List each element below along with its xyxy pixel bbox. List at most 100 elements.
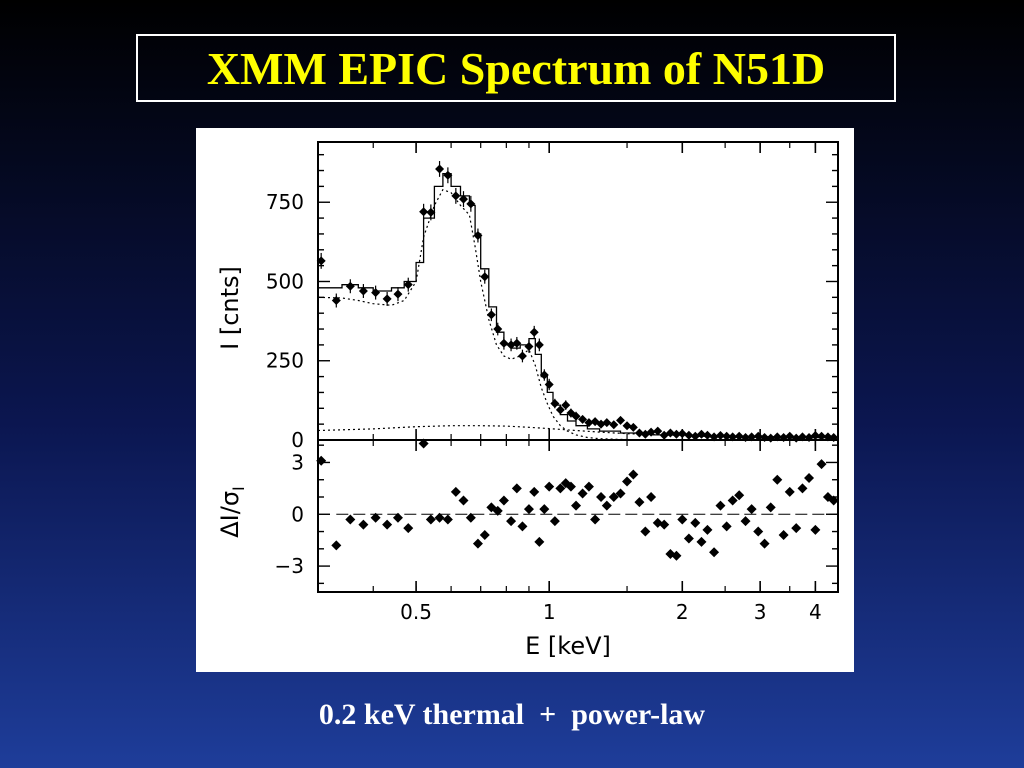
residual-point <box>759 538 770 549</box>
residual-point <box>615 488 626 499</box>
residual-point <box>571 500 582 511</box>
data-point <box>451 191 461 201</box>
data-point <box>473 231 483 241</box>
residual-point <box>608 492 619 502</box>
data-point <box>403 280 413 290</box>
bottom-y-tick-label: 3 <box>291 450 304 474</box>
data-point <box>517 351 527 361</box>
data-point <box>590 417 600 427</box>
residual-point <box>539 504 550 515</box>
residual-point <box>331 540 342 551</box>
data-point <box>345 281 355 291</box>
residual-point <box>506 516 517 527</box>
data-point <box>571 411 581 421</box>
top-panel-frame <box>317 141 839 441</box>
slide-title: XMM EPIC Spectrum of N51D <box>206 42 826 94</box>
residual-point <box>442 514 453 525</box>
residual-point <box>565 481 576 492</box>
residual-point <box>702 524 713 535</box>
residual-point <box>784 486 795 497</box>
residual-point <box>392 512 403 523</box>
data-point <box>493 324 503 334</box>
slide-title-box: XMM EPIC Spectrum of N51D <box>136 34 896 102</box>
top-y-tick-label: 750 <box>266 190 304 214</box>
data-point <box>331 296 341 306</box>
data-point <box>696 429 706 439</box>
residual-point <box>727 495 738 506</box>
residual-point <box>721 521 732 532</box>
top-y-tick-label: 500 <box>266 269 304 293</box>
data-point <box>539 370 549 380</box>
data-point <box>426 207 436 217</box>
data-point <box>512 338 522 348</box>
data-point <box>435 164 445 174</box>
residual-point <box>810 524 821 535</box>
bottom-panel-ylabel-main: ΔI/σ <box>216 491 244 538</box>
residual-point <box>555 483 566 494</box>
residual-point <box>465 512 476 523</box>
top-panel-ylabel: I [cnts] <box>216 266 244 350</box>
data-point <box>524 341 534 351</box>
residual-point <box>816 459 827 470</box>
model-total-line <box>318 173 838 439</box>
residual-point <box>583 481 594 492</box>
residual-point <box>523 504 534 515</box>
residual-point <box>778 530 789 540</box>
data-point <box>602 418 612 428</box>
residual-point <box>634 497 645 508</box>
residual-point <box>345 514 356 525</box>
residual-point <box>534 536 545 547</box>
residual-point <box>544 481 555 492</box>
data-point <box>690 431 700 441</box>
data-point <box>466 199 476 209</box>
data-point <box>665 428 675 438</box>
data-point <box>458 194 468 204</box>
data-point <box>529 327 539 337</box>
residual-point <box>804 473 815 483</box>
residual-point <box>659 519 670 530</box>
bottom-panel-ylabel-subscript: I <box>229 486 248 491</box>
data-point <box>646 427 656 437</box>
residual-point <box>715 500 726 511</box>
x-tick-label: 0.5 <box>400 600 432 624</box>
residual-point <box>828 495 839 506</box>
residual-point <box>797 483 808 494</box>
data-point <box>622 421 632 431</box>
data-point <box>534 340 544 350</box>
data-point <box>616 415 626 425</box>
residual-point <box>734 490 745 501</box>
residual-point <box>671 550 682 561</box>
residual-point <box>479 530 490 540</box>
residual-point <box>549 516 560 527</box>
x-tick-label: 1 <box>543 600 556 624</box>
bottom-panel-ylabel: ΔI/σI <box>216 486 248 538</box>
slide-caption: 0.2 keV thermal + power-law <box>318 698 706 731</box>
residual-point <box>740 516 751 527</box>
data-point <box>817 431 827 441</box>
top-y-tick-label: 250 <box>266 349 304 373</box>
data-point <box>393 289 403 299</box>
data-point <box>609 420 619 430</box>
residual-point <box>434 512 445 523</box>
bottom-y-tick-label: −3 <box>275 554 304 578</box>
residual-point <box>753 526 764 537</box>
data-point <box>499 338 509 348</box>
data-point <box>634 428 644 438</box>
residual-point <box>746 504 757 515</box>
bottom-panel-frame <box>317 439 839 593</box>
data-point <box>419 207 429 217</box>
data-point <box>578 414 588 424</box>
data-point <box>596 419 606 429</box>
bottom-y-tick-label: 0 <box>291 502 304 526</box>
residual-point <box>646 492 657 502</box>
residual-point <box>458 495 469 506</box>
data-point <box>715 431 725 441</box>
residual-point <box>370 512 381 523</box>
data-point <box>702 430 712 440</box>
residual-point <box>683 533 694 544</box>
top-panel <box>316 161 839 443</box>
data-point <box>358 286 368 296</box>
x-axis-label: E [keV] <box>525 632 611 660</box>
